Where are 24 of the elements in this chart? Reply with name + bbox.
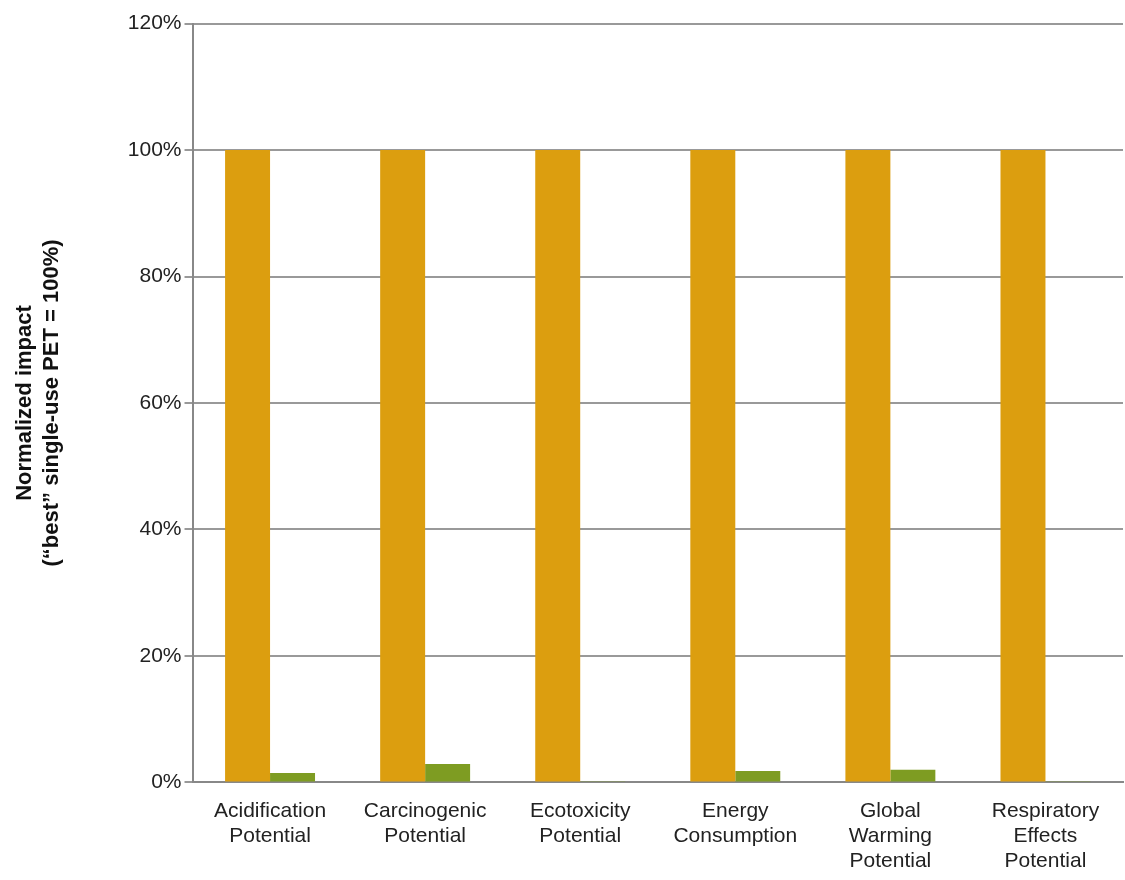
y-tick-label: 20% xyxy=(139,642,182,666)
x-tick-label: Respiratory Effects Potential xyxy=(991,797,1100,872)
bar xyxy=(845,150,891,782)
y-tick-label: 40% xyxy=(139,516,182,540)
bar xyxy=(225,150,271,782)
bar xyxy=(535,150,581,782)
y-tick-label: 60% xyxy=(139,389,182,413)
x-tick-label: Acidification Potential xyxy=(214,797,327,846)
y-axis-title: Normalized impact (“best” single-use PET = 100%) xyxy=(11,239,63,567)
bar xyxy=(425,764,471,782)
bar xyxy=(890,769,936,782)
x-tick-label: Carcinogenic Potential xyxy=(363,797,487,846)
x-tick-label: Energy Consumption xyxy=(673,797,798,846)
y-tick-label: 80% xyxy=(139,263,182,287)
y-tick-label: 0% xyxy=(151,769,182,793)
x-tick-label: Ecotoxicity Potential xyxy=(530,797,631,846)
bar xyxy=(1000,150,1046,782)
bar xyxy=(690,150,736,782)
x-tick-label: Global Warming Potential xyxy=(848,797,932,872)
y-tick-label: 100% xyxy=(127,136,182,160)
bar xyxy=(735,771,781,782)
bar xyxy=(380,150,426,782)
bar xyxy=(270,772,316,782)
y-tick-label: 120% xyxy=(127,10,182,34)
